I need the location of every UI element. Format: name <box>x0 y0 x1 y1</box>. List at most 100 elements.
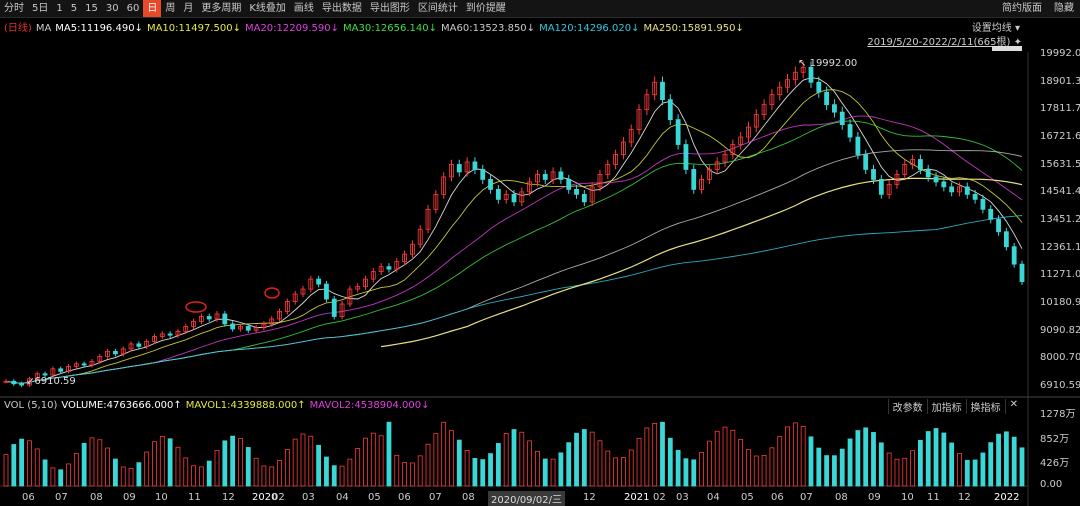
price-axis-label: 18901.38 <box>1040 75 1080 87</box>
volume-bar <box>456 439 462 487</box>
ma-legend-item: (日线) <box>4 23 32 34</box>
price-axis-label: 11271.06 <box>1040 269 1080 281</box>
date-axis-label: 12 <box>958 492 971 503</box>
period-tab-10[interactable]: 更多周期 <box>201 3 242 14</box>
date-axis-label: 07 <box>429 492 442 503</box>
period-tab-5[interactable]: 30 <box>105 3 119 14</box>
period-tab-1[interactable]: 5日 <box>32 3 49 14</box>
vol-button-2[interactable]: 换指标 <box>965 399 1005 414</box>
volume-bar <box>425 443 431 487</box>
candle-body <box>855 136 861 155</box>
volume-bar <box>159 436 165 487</box>
volume-bar <box>19 438 25 487</box>
volume-bar <box>488 453 493 487</box>
volume-bar <box>81 442 87 487</box>
vol-axis-label: 852万 <box>1040 433 1070 445</box>
period-tab-14[interactable]: 导出图形 <box>369 3 410 14</box>
candle-body <box>581 193 587 203</box>
period-tab-4[interactable]: 15 <box>85 3 98 14</box>
period-tab-8[interactable]: 周 <box>165 3 176 14</box>
date-axis-label: 11 <box>927 492 940 503</box>
candle-body <box>433 193 439 210</box>
volume-bar <box>441 421 447 487</box>
date-tag: 2020/09/02/三 <box>488 491 566 506</box>
period-tab-15[interactable]: 区间统计 <box>417 3 458 14</box>
period-tab-2[interactable]: 1 <box>56 3 63 14</box>
volume-bar <box>941 432 947 487</box>
period-tab-13[interactable]: 导出数据 <box>321 3 362 14</box>
volume-bar <box>628 449 634 487</box>
volume-bar <box>644 427 650 487</box>
candle-body <box>542 174 548 180</box>
date-axis-label: 08 <box>90 492 103 503</box>
period-tab-3[interactable]: 5 <box>70 3 78 14</box>
volume-bar <box>699 451 704 487</box>
volume-bar <box>519 431 525 487</box>
candle-body <box>628 129 634 143</box>
range-scrollbar[interactable] <box>992 46 1022 51</box>
ma250-line <box>381 177 1023 348</box>
close-icon[interactable]: ✕ <box>1004 399 1022 414</box>
period-tab-12[interactable]: 画线 <box>293 3 314 14</box>
volume-bar <box>527 440 533 487</box>
volume-bar <box>925 431 931 487</box>
candle-body <box>660 81 665 101</box>
simple-layout-button[interactable]: 简约版面 <box>1002 3 1042 14</box>
candle-body <box>378 266 384 273</box>
vol-axis-label: 0.00 <box>1040 479 1063 490</box>
candle-body <box>105 350 110 357</box>
volume-bar <box>191 465 196 487</box>
date-range-label[interactable]: 2019/5/20-2022/2/11(665根) ✦ <box>867 33 1022 48</box>
volume-bar <box>378 435 384 487</box>
volume-bar <box>198 466 204 487</box>
volume-bar <box>214 449 220 487</box>
period-tab-9[interactable]: 月 <box>183 3 194 14</box>
vol-button-1[interactable]: 加指标 <box>926 399 966 414</box>
ma-legend-item: MA250:15891.950↓ <box>643 23 744 34</box>
candle-body <box>480 169 486 180</box>
price-axis-label: 16721.64 <box>1040 131 1080 142</box>
candle-body <box>949 186 955 193</box>
volume-bar <box>370 432 376 487</box>
volume-bar <box>761 455 767 487</box>
hide-button[interactable]: 隐藏 <box>1054 3 1074 14</box>
date-axis-label: 03 <box>302 492 315 503</box>
volume-bar <box>535 450 540 487</box>
volume-bar <box>878 442 884 487</box>
volume-bar <box>667 437 673 487</box>
volume-bar <box>722 426 728 487</box>
volume-bar <box>3 454 9 487</box>
volume-bar <box>464 450 470 487</box>
volume-bar <box>574 432 579 487</box>
volume-bar <box>128 467 134 487</box>
volume-bar <box>206 460 212 487</box>
vol-button-0[interactable]: 改参数 <box>887 399 927 414</box>
candle-body <box>113 350 118 355</box>
ma-legend-item: MA120:14296.020↓ <box>539 23 640 34</box>
volume-bar <box>652 423 658 487</box>
period-tab-7[interactable]: 日 <box>143 0 162 17</box>
ma-legend-item: MA10:11497.500↓ <box>146 23 241 34</box>
price-chart[interactable] <box>0 52 1080 506</box>
volume-bar <box>292 438 298 487</box>
candle-body <box>918 159 923 170</box>
candle-body <box>769 94 775 106</box>
ma-settings-button[interactable]: 设置均线 ▾ <box>972 19 1020 34</box>
ma-legend-item: MA <box>35 23 52 34</box>
candle-body <box>464 161 470 173</box>
candle-body <box>198 316 204 322</box>
volume-bar <box>238 438 243 487</box>
period-tab-16[interactable]: 到价提醒 <box>465 3 506 14</box>
candle-body <box>128 343 134 350</box>
period-tab-0[interactable]: 分时 <box>4 3 24 14</box>
candle-body <box>910 159 915 165</box>
volume-bar <box>253 457 259 487</box>
period-tab-6[interactable]: 60 <box>126 3 140 14</box>
candle-body <box>89 360 95 366</box>
volume-bar <box>746 449 751 487</box>
period-tab-11[interactable]: K线叠加 <box>249 3 286 14</box>
candle-body <box>589 186 595 203</box>
volume-bar <box>73 453 79 487</box>
volume-bar <box>589 431 595 487</box>
volume-bar <box>800 426 806 487</box>
